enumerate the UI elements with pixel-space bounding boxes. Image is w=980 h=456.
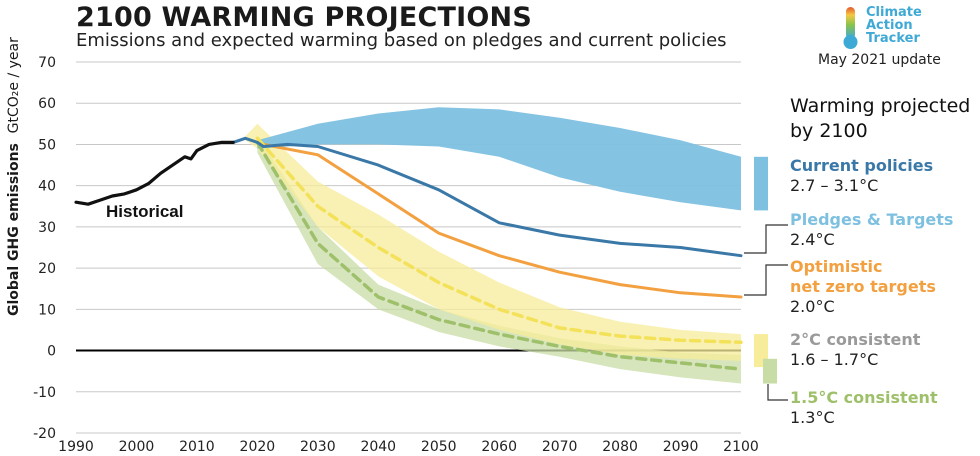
x-tick-label: 2100	[723, 439, 759, 455]
legend-2c-consistent: 2°C consistent 1.6 – 1.7°C	[790, 330, 920, 370]
logo-line: Climate	[866, 5, 922, 20]
legend-pledges-targets: Pledges & Targets 2.4°C	[790, 210, 953, 250]
legend-1-5c-consistent: 1.5°C consistent 1.3°C	[790, 388, 938, 428]
y-axis-unit: GtCO₂e / year	[6, 37, 22, 134]
update-date: May 2021 update	[818, 52, 941, 68]
legend-value: 1.6 – 1.7°C	[790, 350, 879, 369]
optimistic-line	[261, 142, 743, 299]
c2-line	[255, 136, 743, 345]
x-tick-label: 2000	[119, 439, 155, 455]
x-tick-label: 2040	[360, 439, 396, 455]
historical-annotation: Historical	[106, 202, 183, 221]
y-tick-label: 60	[38, 96, 56, 112]
c2-range-band	[245, 123, 742, 361]
y-tick-label: 50	[38, 137, 56, 153]
current-range-band	[257, 107, 741, 211]
pledges-leader-line	[744, 224, 788, 254]
x-tick-label: 2070	[542, 439, 578, 455]
legend-name: Pledges & Targets	[790, 210, 954, 229]
legend-heading: Warming projected by 2100	[790, 94, 970, 144]
legend-name: Current policies	[790, 156, 934, 175]
legend-value: 2.4°C	[790, 230, 835, 249]
1-5c-leader-line	[767, 384, 788, 401]
legend-leader-lines	[744, 224, 788, 401]
legend-name: net zero targets	[790, 277, 936, 296]
current-line	[231, 136, 743, 258]
logo-wordmark: Climate Action Tracker	[866, 6, 922, 45]
y-tick-label: -10	[33, 385, 56, 401]
current-policies-range-bar	[754, 156, 768, 211]
y-axis-label-text: Global GHG emissions	[6, 143, 22, 316]
y-axis-label: Global GHG emissions GtCO₂e / year	[6, 37, 22, 316]
y-tick-label: 70	[38, 55, 56, 71]
legend-heading-line: by 2100	[790, 120, 868, 142]
thermometer-icon	[843, 7, 858, 49]
1-5c-range-bar	[763, 358, 777, 384]
y-tick-label: 10	[38, 302, 56, 318]
legend-range-bars	[754, 156, 777, 384]
c15-line	[255, 140, 743, 371]
x-tick-label: 1990	[58, 439, 94, 455]
y-tick-label: -20	[33, 426, 56, 442]
y-tick-label: 40	[38, 179, 56, 195]
historical-line	[74, 140, 235, 206]
x-tick-label: 2090	[663, 439, 699, 455]
x-tick-label: 2080	[602, 439, 638, 455]
x-tick-label: 2020	[240, 439, 276, 455]
x-tick-label: 2050	[421, 439, 457, 455]
x-tick-label: 2030	[300, 439, 336, 455]
legend-current-policies: Current policies 2.7 – 3.1°C	[790, 156, 933, 196]
legend-name: 1.5°C consistent	[790, 388, 938, 407]
legend-heading-line: Warming projected	[790, 95, 971, 117]
logo-line: Action	[866, 18, 913, 33]
series-lines	[74, 136, 743, 371]
chart-title: 2100 WARMING PROJECTIONS	[76, 2, 532, 33]
legend-value: 2.7 – 3.1°C	[790, 176, 879, 195]
legend-value: 2.0°C	[790, 297, 835, 316]
y-tick-label: 0	[47, 344, 56, 360]
legend-optimistic: Optimistic net zero targets 2.0°C	[790, 257, 936, 317]
chart-subtitle: Emissions and expected warming based on …	[76, 30, 727, 51]
x-tick-label: 2060	[481, 439, 517, 455]
y-tick-label: 20	[38, 261, 56, 277]
legend-value: 1.3°C	[790, 408, 835, 427]
y-tick-label: 30	[38, 220, 56, 236]
x-tick-label: 2010	[179, 439, 215, 455]
logo-line: Tracker	[866, 31, 920, 46]
optimistic-leader-line	[744, 264, 788, 296]
legend-name: Optimistic	[790, 257, 883, 276]
legend-name: 2°C consistent	[790, 330, 921, 349]
